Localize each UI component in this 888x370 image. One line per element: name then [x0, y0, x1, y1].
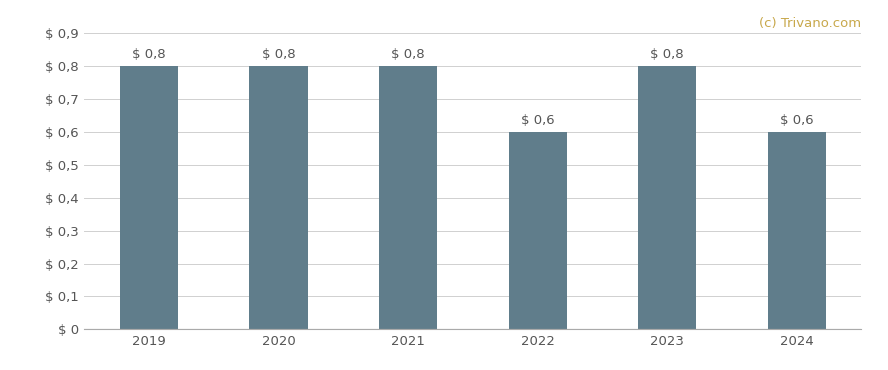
Bar — [638, 66, 696, 329]
Bar — [509, 132, 567, 329]
Bar — [379, 66, 437, 329]
Bar — [120, 66, 178, 329]
Text: $ 0,6: $ 0,6 — [521, 114, 554, 127]
Bar — [768, 132, 826, 329]
Text: $ 0,8: $ 0,8 — [132, 48, 166, 61]
Text: (c) Trivano.com: (c) Trivano.com — [759, 17, 861, 30]
Text: $ 0,6: $ 0,6 — [780, 114, 813, 127]
Text: $ 0,8: $ 0,8 — [262, 48, 296, 61]
Text: $ 0,8: $ 0,8 — [392, 48, 424, 61]
Bar — [250, 66, 307, 329]
Text: $ 0,8: $ 0,8 — [650, 48, 684, 61]
